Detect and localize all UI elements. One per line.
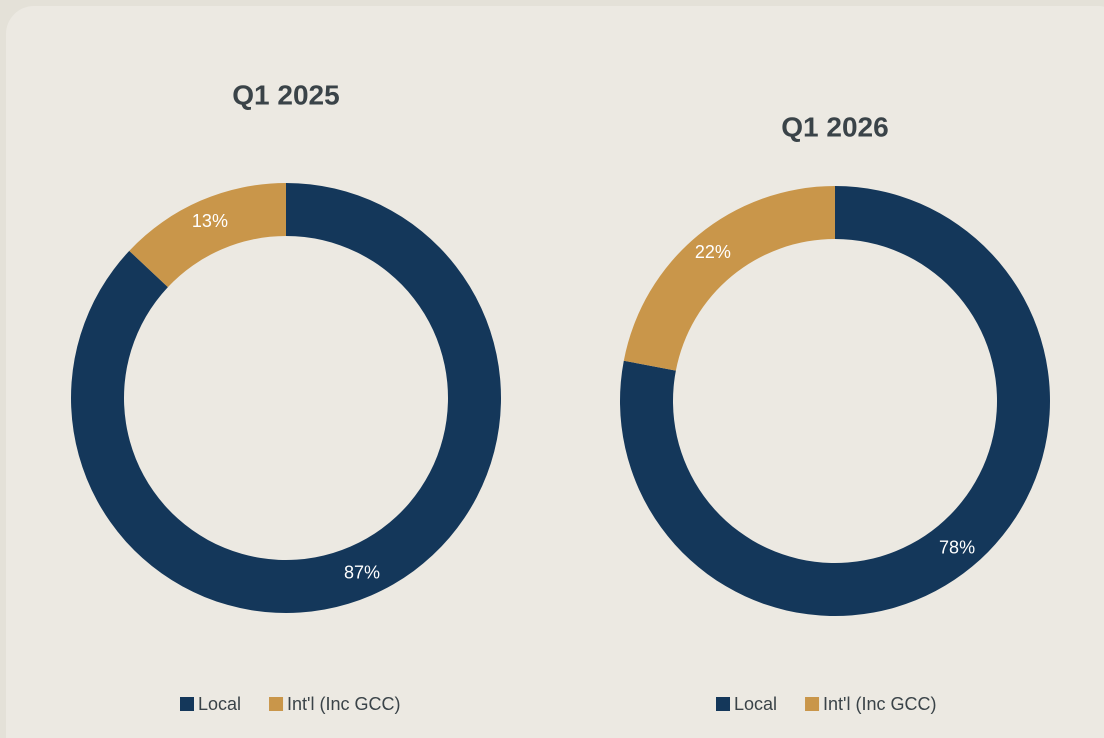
- legend-swatch: [716, 697, 730, 711]
- legend-swatch: [180, 697, 194, 711]
- legend-label: Int'l (Inc GCC): [287, 694, 400, 714]
- donut-segment: [623, 186, 835, 371]
- legend-swatch: [805, 697, 820, 711]
- legend-label: Local: [198, 694, 241, 714]
- chart-title: Q1 2026: [781, 111, 888, 142]
- legend-swatch: [269, 697, 284, 711]
- value-label: 22%: [695, 242, 731, 262]
- panel: [6, 6, 1104, 738]
- donut-segment: [129, 183, 286, 288]
- value-label: 13%: [192, 211, 228, 231]
- value-label: 87%: [344, 563, 380, 583]
- value-label: 78%: [939, 537, 975, 557]
- legend-label: Local: [734, 694, 777, 714]
- chart-title: Q1 2025: [232, 79, 339, 110]
- legend-label: Int'l (Inc GCC): [823, 694, 936, 714]
